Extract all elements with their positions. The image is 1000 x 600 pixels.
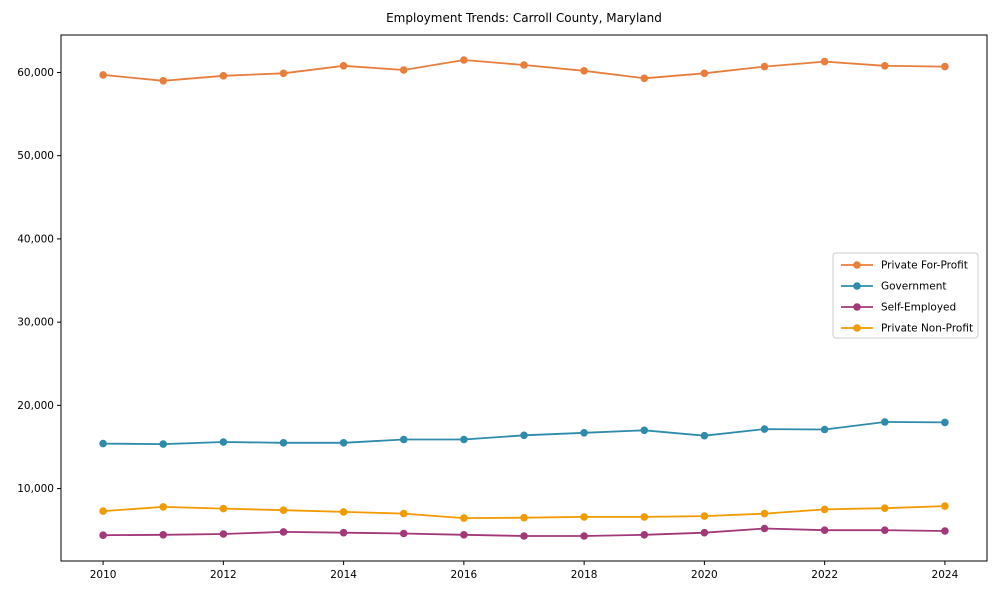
legend-box (832, 252, 979, 339)
data-point-private-for-profit (460, 56, 468, 64)
data-point-self-employed (399, 529, 408, 538)
data-point-private-for-profit (219, 72, 228, 80)
data-point-self-employed (700, 528, 709, 537)
legend-label-self-employed: Self-Employed (881, 302, 956, 314)
data-point-government (640, 426, 649, 435)
data-point-private-non-profit (941, 502, 949, 510)
y-tick-label: 50,000 (17, 150, 54, 162)
data-point-private-non-profit (219, 504, 228, 513)
data-point-private-for-profit (279, 69, 288, 78)
data-point-private-for-profit (700, 69, 709, 78)
y-tick-label: 40,000 (17, 233, 54, 245)
data-point-self-employed (760, 524, 769, 533)
legend-label-private-for-profit: Private For-Profit (881, 260, 968, 272)
legend-marker-private-non-profit (853, 324, 861, 332)
data-point-government (881, 418, 889, 426)
data-point-private-non-profit (760, 509, 769, 518)
data-point-private-for-profit (881, 62, 889, 70)
data-point-private-for-profit (159, 77, 167, 85)
data-point-self-employed (219, 530, 228, 538)
axes-frame (60, 34, 988, 562)
data-point-private-non-profit (700, 512, 709, 520)
legend-marker-self-employed (853, 303, 861, 311)
data-point-government (700, 431, 709, 440)
data-point-government (520, 431, 528, 440)
x-tick-label: 2018 (571, 569, 598, 581)
x-tick-label: 2014 (330, 569, 357, 581)
y-tick-label: 10,000 (17, 483, 54, 495)
data-point-private-for-profit (339, 62, 348, 70)
data-point-private-for-profit (520, 61, 528, 69)
data-point-private-non-profit (279, 506, 288, 514)
data-point-self-employed (881, 526, 889, 534)
legend-label-private-non-profit: Private Non-Profit (881, 323, 973, 335)
plot-area: 2010 2012 2014 2016 2018 2020 2022 2024 10,000 20… (17, 34, 988, 581)
data-point-private-for-profit (640, 74, 649, 83)
data-point-private-for-profit (99, 71, 107, 79)
data-point-private-non-profit (159, 503, 167, 511)
legend-label-government: Government (881, 281, 946, 293)
data-point-self-employed (339, 528, 348, 537)
x-tick-label: 2016 (451, 569, 478, 581)
x-tick-label: 2012 (210, 569, 237, 581)
data-point-private-for-profit (820, 57, 829, 66)
data-point-private-non-profit (99, 507, 107, 515)
y-tick-label: 60,000 (17, 67, 54, 79)
data-point-private-for-profit (399, 66, 408, 74)
x-tick-label: 2024 (932, 569, 959, 581)
data-point-private-non-profit (820, 505, 829, 514)
data-point-private-non-profit (339, 508, 348, 516)
data-point-government (339, 439, 348, 447)
data-point-private-non-profit (580, 513, 588, 521)
data-point-self-employed (580, 532, 588, 540)
data-point-government (760, 425, 769, 433)
x-tick-label: 2022 (811, 569, 838, 581)
data-point-government (219, 438, 228, 446)
legend-marker-private-for-profit (853, 261, 861, 269)
data-point-private-for-profit (941, 62, 949, 71)
chart-title: Employment Trends: Carroll County, Maryl… (386, 11, 662, 25)
y-tick-label: 30,000 (17, 317, 54, 329)
data-point-government (820, 425, 829, 434)
data-point-private-non-profit (520, 513, 528, 522)
data-point-self-employed (820, 526, 829, 534)
data-point-private-for-profit (580, 67, 588, 75)
data-point-government (399, 435, 408, 444)
data-point-private-non-profit (881, 504, 889, 512)
x-tick-label: 2010 (90, 569, 117, 581)
data-point-government (580, 429, 588, 437)
data-point-private-non-profit (399, 509, 408, 518)
x-tick-label: 2020 (691, 569, 718, 581)
data-point-self-employed (279, 528, 288, 536)
data-point-government (460, 435, 468, 444)
data-point-self-employed (159, 531, 167, 539)
data-point-self-employed (460, 531, 468, 539)
data-point-government (279, 439, 288, 447)
data-point-self-employed (640, 531, 649, 539)
data-point-self-employed (520, 532, 528, 540)
data-point-private-non-profit (460, 514, 468, 522)
data-point-self-employed (941, 527, 949, 535)
data-point-government (99, 439, 107, 448)
data-point-self-employed (99, 531, 107, 539)
data-point-private-for-profit (760, 62, 769, 71)
data-point-private-non-profit (640, 513, 649, 521)
data-point-government (159, 440, 167, 448)
legend-marker-government (853, 282, 861, 290)
data-point-government (941, 418, 949, 427)
y-tick-label: 20,000 (17, 400, 54, 412)
